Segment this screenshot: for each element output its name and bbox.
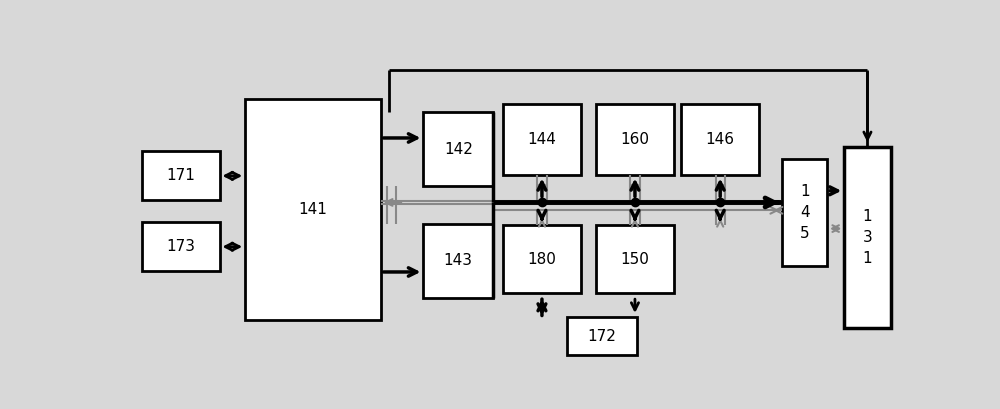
Text: 143: 143: [444, 253, 473, 268]
Bar: [423, 224, 493, 298]
Bar: [596, 225, 674, 293]
Bar: [503, 225, 581, 293]
Text: 160: 160: [620, 132, 649, 147]
Text: 144: 144: [528, 132, 556, 147]
Text: 180: 180: [528, 252, 556, 267]
Text: 141: 141: [298, 202, 327, 217]
Bar: [844, 147, 891, 328]
Bar: [782, 159, 827, 266]
Bar: [681, 104, 759, 175]
Bar: [503, 104, 581, 175]
Bar: [142, 151, 220, 200]
Text: 172: 172: [587, 329, 616, 344]
Text: 150: 150: [621, 252, 649, 267]
Bar: [142, 222, 220, 271]
Text: 142: 142: [444, 142, 473, 157]
Text: 171: 171: [166, 169, 195, 183]
Bar: [423, 112, 493, 186]
Text: 1
3
1: 1 3 1: [863, 209, 872, 266]
Text: 173: 173: [166, 239, 195, 254]
Bar: [567, 317, 637, 355]
Bar: [596, 104, 674, 175]
Bar: [245, 99, 381, 320]
Text: 146: 146: [706, 132, 735, 147]
Text: 1
4
5: 1 4 5: [800, 184, 809, 241]
